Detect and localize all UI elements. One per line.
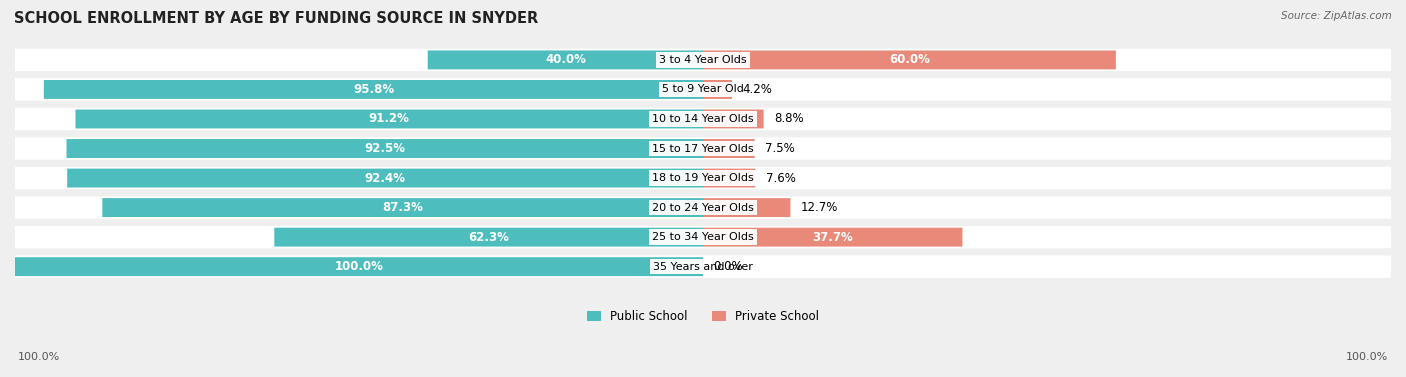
Text: 18 to 19 Year Olds: 18 to 19 Year Olds [652, 173, 754, 183]
Text: 0.0%: 0.0% [713, 260, 742, 273]
FancyBboxPatch shape [15, 226, 1391, 248]
Text: 100.0%: 100.0% [18, 352, 60, 362]
Text: 91.2%: 91.2% [368, 112, 409, 126]
Text: 7.6%: 7.6% [766, 172, 796, 185]
Text: 37.7%: 37.7% [813, 231, 853, 244]
FancyBboxPatch shape [427, 51, 703, 69]
FancyBboxPatch shape [15, 167, 1391, 189]
Text: 92.5%: 92.5% [364, 142, 405, 155]
FancyBboxPatch shape [15, 108, 1391, 130]
Text: 25 to 34 Year Olds: 25 to 34 Year Olds [652, 232, 754, 242]
FancyBboxPatch shape [15, 256, 1391, 278]
Text: 95.8%: 95.8% [353, 83, 394, 96]
FancyBboxPatch shape [76, 110, 703, 129]
Text: 20 to 24 Year Olds: 20 to 24 Year Olds [652, 202, 754, 213]
FancyBboxPatch shape [703, 169, 755, 187]
Text: SCHOOL ENROLLMENT BY AGE BY FUNDING SOURCE IN SNYDER: SCHOOL ENROLLMENT BY AGE BY FUNDING SOUR… [14, 11, 538, 26]
FancyBboxPatch shape [15, 49, 1391, 71]
FancyBboxPatch shape [67, 169, 703, 187]
FancyBboxPatch shape [15, 137, 1391, 160]
Text: 3 to 4 Year Olds: 3 to 4 Year Olds [659, 55, 747, 65]
Text: 35 Years and over: 35 Years and over [652, 262, 754, 272]
FancyBboxPatch shape [703, 51, 1116, 69]
Text: 62.3%: 62.3% [468, 231, 509, 244]
Text: 100.0%: 100.0% [335, 260, 384, 273]
Text: 8.8%: 8.8% [773, 112, 803, 126]
Text: 12.7%: 12.7% [800, 201, 838, 214]
FancyBboxPatch shape [274, 228, 703, 247]
FancyBboxPatch shape [15, 78, 1391, 101]
Text: 40.0%: 40.0% [546, 54, 586, 66]
FancyBboxPatch shape [44, 80, 703, 99]
FancyBboxPatch shape [703, 80, 733, 99]
FancyBboxPatch shape [703, 110, 763, 129]
FancyBboxPatch shape [703, 198, 790, 217]
Text: 100.0%: 100.0% [1346, 352, 1388, 362]
FancyBboxPatch shape [15, 196, 1391, 219]
FancyBboxPatch shape [703, 139, 755, 158]
Text: 7.5%: 7.5% [765, 142, 794, 155]
Text: 15 to 17 Year Olds: 15 to 17 Year Olds [652, 144, 754, 153]
Legend: Public School, Private School: Public School, Private School [582, 305, 824, 328]
Text: 10 to 14 Year Olds: 10 to 14 Year Olds [652, 114, 754, 124]
FancyBboxPatch shape [103, 198, 703, 217]
FancyBboxPatch shape [703, 228, 963, 247]
Text: Source: ZipAtlas.com: Source: ZipAtlas.com [1281, 11, 1392, 21]
Text: 87.3%: 87.3% [382, 201, 423, 214]
FancyBboxPatch shape [66, 139, 703, 158]
Text: 60.0%: 60.0% [889, 54, 929, 66]
Text: 4.2%: 4.2% [742, 83, 772, 96]
FancyBboxPatch shape [15, 257, 703, 276]
Text: 5 to 9 Year Old: 5 to 9 Year Old [662, 84, 744, 95]
Text: 92.4%: 92.4% [364, 172, 406, 185]
